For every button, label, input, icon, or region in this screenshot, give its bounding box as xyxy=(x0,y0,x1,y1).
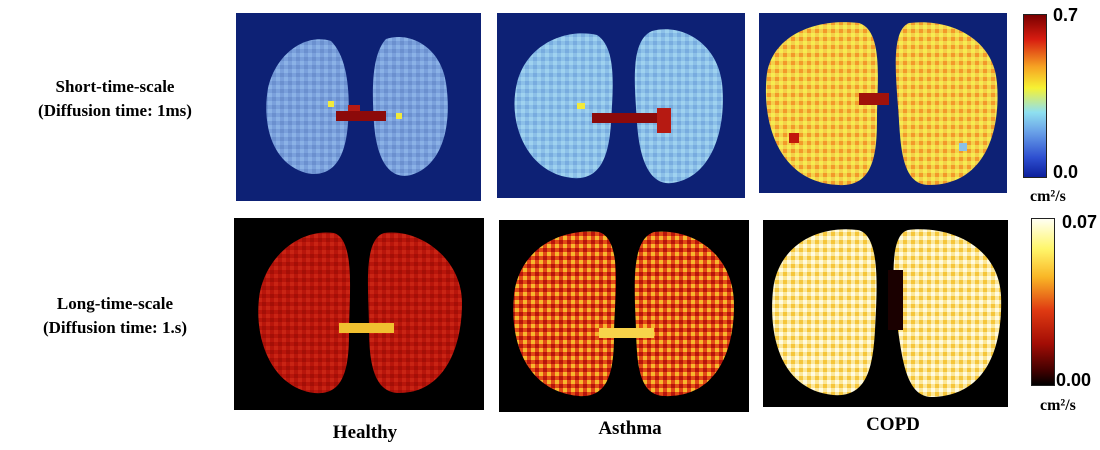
long-colorbar-min: 0.00 xyxy=(1056,370,1092,390)
column-label-copd: COPD xyxy=(866,414,920,435)
column-label-healthy: Healthy xyxy=(332,422,398,443)
short-healthy-image xyxy=(236,13,481,201)
short-colorbar-unit: cm²/s xyxy=(1030,188,1066,205)
long-colorbar-max: 0.07 xyxy=(1062,212,1098,232)
long-time-scale-label: Long-time-scale (Diffusion time: 1.s) xyxy=(2,292,228,340)
short-time-scale-title: Short-time-scale xyxy=(55,77,175,96)
short-time-scale-label: Short-time-scale (Diffusion time: 1ms) xyxy=(2,75,228,123)
column-label-asthma: Asthma xyxy=(598,418,662,439)
short-colorbar-max: 0.7 xyxy=(1053,5,1079,25)
long-scale-colorbar xyxy=(1031,218,1055,386)
long-time-scale-title: Long-time-scale xyxy=(56,294,174,313)
short-colorbar-min: 0.0 xyxy=(1053,162,1079,182)
short-scale-colorbar xyxy=(1023,14,1047,178)
long-time-scale-subtitle: (Diffusion time: 1.s) xyxy=(42,318,187,337)
long-colorbar-unit: cm²/s xyxy=(1040,397,1076,414)
long-healthy-image xyxy=(234,218,484,410)
long-copd-image xyxy=(763,220,1008,407)
short-time-scale-subtitle: (Diffusion time: 1ms) xyxy=(38,101,192,120)
short-copd-image xyxy=(759,13,1007,193)
short-asthma-image xyxy=(497,13,745,198)
long-asthma-image xyxy=(499,220,749,412)
